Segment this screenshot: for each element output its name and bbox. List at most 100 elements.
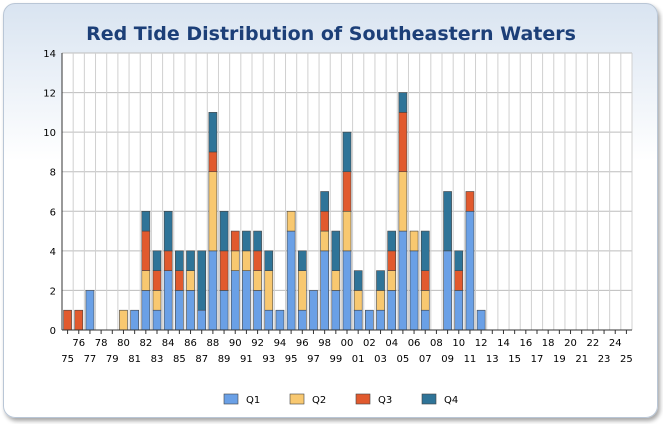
bar-segment-q2 (264, 270, 274, 311)
x-tick-label: 85 (173, 354, 186, 365)
x-tick-label: 81 (128, 354, 141, 365)
bar-segment-q4 (353, 270, 363, 291)
bar-segment-q4 (163, 210, 173, 252)
x-tick-label: 86 (184, 338, 197, 349)
x-tick-label: 77 (84, 354, 97, 365)
x-tick-label: 95 (285, 354, 298, 365)
bar-segment-q4 (320, 191, 329, 212)
x-tick-label: 16 (519, 338, 532, 349)
bar-segment-q4 (219, 210, 229, 252)
bar-segment-q4 (297, 250, 307, 271)
x-tick-label: 07 (419, 354, 432, 365)
bar-segment-q4 (175, 250, 184, 271)
bar-segment-q3 (320, 210, 329, 232)
bar-segment-q2 (409, 230, 419, 252)
bar-segment-q3 (163, 250, 173, 271)
x-tick-label: 92 (251, 338, 264, 349)
legend-label-q1: Q1 (246, 395, 260, 406)
bar-segment-q1 (85, 290, 95, 331)
axes: 0246810121475767778798081828384858687888… (43, 49, 633, 365)
bar-segment-q1 (163, 270, 173, 331)
bar-segment-q1 (387, 290, 397, 331)
x-tick-label: 15 (508, 354, 521, 365)
x-tick-label: 79 (106, 354, 119, 365)
bar-segment-q4 (141, 210, 151, 232)
y-tick-label: 4 (50, 247, 56, 258)
grid (61, 52, 633, 331)
legend-swatch-q2 (289, 393, 305, 405)
bar-segment-q1 (365, 309, 374, 331)
bar-segment-q2 (208, 171, 218, 252)
x-tick-label: 76 (72, 338, 85, 349)
bar-segment-q2 (353, 290, 363, 311)
bar-segment-q1 (286, 230, 296, 331)
bar-segment-q1 (476, 309, 486, 331)
bar-segment-q1 (130, 309, 139, 331)
bar-segment-q2 (242, 250, 251, 271)
legend: Q1 Q2 Q3 Q4 (223, 393, 458, 406)
bar-segment-q1 (409, 250, 419, 331)
bar-segment-q2 (398, 171, 408, 232)
y-tick-label: 10 (43, 128, 56, 139)
x-tick-label: 13 (486, 354, 499, 365)
x-tick-label: 22 (587, 338, 600, 349)
legend-label-q3: Q3 (378, 395, 392, 406)
x-tick-label: 04 (385, 338, 398, 349)
x-tick-label: 00 (341, 338, 354, 349)
bar-segment-q3 (465, 191, 475, 212)
bar-segment-q4 (253, 230, 262, 252)
legend-swatch-q4 (421, 393, 437, 405)
bar-segment-q1 (353, 309, 363, 331)
x-tick-label: 05 (397, 354, 410, 365)
bar-segment-q1 (186, 290, 195, 331)
bar-segment-q2 (141, 270, 151, 291)
x-tick-label: 17 (531, 354, 544, 365)
bar-segment-q1 (320, 250, 329, 331)
bar-segment-q4 (242, 230, 251, 252)
chart-title: Red Tide Distribution of Southeastern Wa… (86, 23, 576, 45)
bar-segment-q2 (230, 250, 240, 271)
x-tick-label: 78 (95, 338, 108, 349)
bar-segment-q1 (465, 210, 475, 331)
bar-segment-q2 (186, 270, 195, 291)
bar-segment-q4 (331, 230, 341, 271)
x-tick-label: 91 (240, 354, 253, 365)
bar-segment-q3 (454, 270, 464, 291)
x-tick-label: 88 (207, 338, 220, 349)
bar-segment-q3 (63, 309, 72, 331)
bar-segment-q3 (420, 270, 430, 291)
bar-segment-q1 (443, 250, 452, 331)
x-tick-label: 96 (296, 338, 309, 349)
bar-segment-q4 (398, 92, 408, 113)
x-tick-label: 10 (452, 338, 465, 349)
bar-segment-q3 (219, 250, 229, 291)
x-tick-label: 06 (408, 338, 421, 349)
bar-segment-q3 (175, 270, 184, 291)
x-tick-label: 94 (274, 338, 287, 349)
x-tick-label: 14 (497, 338, 510, 349)
legend-swatch-q3 (355, 393, 371, 405)
x-tick-label: 80 (117, 338, 130, 349)
bar-segment-q2 (320, 230, 329, 252)
bar-segment-q2 (387, 270, 397, 291)
x-tick-label: 83 (151, 354, 164, 365)
bar-segment-q1 (175, 290, 184, 331)
bar-segment-q4 (197, 250, 207, 311)
bar-segment-q4 (342, 131, 352, 173)
x-tick-label: 18 (542, 338, 555, 349)
bar-segment-q2 (342, 210, 352, 252)
bar-segment-q4 (208, 112, 218, 153)
bar-segment-q1 (197, 309, 207, 331)
bar-segment-q2 (286, 210, 296, 232)
bar-segment-q2 (420, 290, 430, 311)
bar-segment-q3 (253, 250, 262, 271)
bar-segment-q4 (376, 270, 385, 291)
bar-segment-q1 (141, 290, 151, 331)
bar-segment-q1 (152, 309, 162, 331)
bar-segment-q3 (208, 151, 218, 173)
x-tick-label: 25 (620, 354, 633, 365)
bar-segment-q4 (152, 250, 162, 271)
legend-swatch-q1 (223, 393, 239, 405)
x-tick-label: 97 (307, 354, 320, 365)
